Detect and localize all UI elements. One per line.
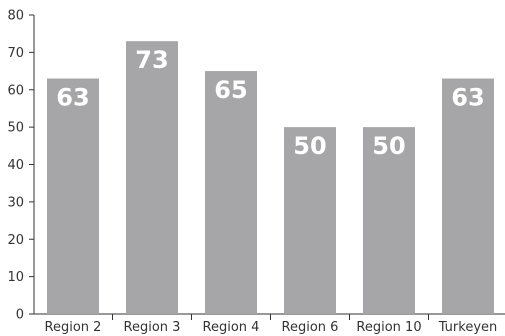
y-tick-label: 50 (7, 121, 24, 136)
x-axis: Region 2 Region 3 Region 4 Region 6 Region 1… (34, 313, 505, 335)
data-labels: 63 73 65 50 50 63 (56, 46, 484, 160)
data-label: 50 (293, 132, 326, 160)
bar (205, 71, 257, 314)
x-tick-label: Region 4 (203, 320, 260, 335)
y-tick-label: 80 (7, 9, 24, 24)
data-label: 50 (372, 132, 405, 160)
y-tick-label: 40 (7, 158, 24, 173)
y-tick-label: 20 (7, 233, 24, 248)
y-tick-label: 70 (7, 46, 24, 61)
bar (284, 127, 336, 314)
x-tick-label: Region 3 (124, 320, 181, 335)
bar (126, 41, 178, 314)
bars (47, 41, 494, 314)
y-tick-label: 60 (7, 83, 24, 98)
x-tick-label: Region 2 (45, 320, 102, 335)
data-label: 65 (214, 76, 247, 104)
data-label: 73 (135, 46, 168, 74)
bar (442, 78, 494, 314)
x-tick-label: Region 6 (282, 320, 339, 335)
y-tick-label: 10 (7, 270, 24, 285)
y-axis: 0 10 20 30 40 50 60 70 80 (7, 9, 35, 323)
bar (47, 78, 99, 314)
y-tick-label: 0 (16, 308, 24, 323)
x-tick-label: Region 10 (356, 320, 421, 335)
data-label: 63 (451, 84, 484, 112)
x-tick-label: Turkeyen (438, 320, 498, 335)
y-tick-label: 30 (7, 195, 24, 210)
bar (363, 127, 415, 314)
data-label: 63 (56, 84, 89, 112)
